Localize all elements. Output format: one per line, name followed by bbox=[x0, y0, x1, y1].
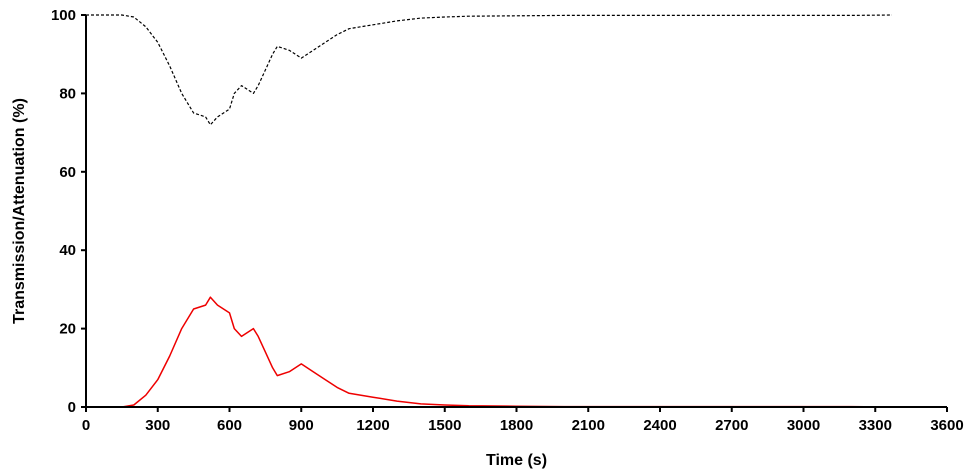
x-axis-title: Time (s) bbox=[486, 452, 547, 469]
y-tick-label: 100 bbox=[51, 7, 76, 24]
y-ticks: 0 20 40 60 80 100 bbox=[51, 7, 86, 416]
series-line-2 bbox=[86, 296, 893, 408]
x-tick-label: 2400 bbox=[643, 417, 676, 434]
x-tick-label: 3600 bbox=[930, 417, 963, 434]
series-line-1 bbox=[86, 14, 893, 126]
x-tick-label: 600 bbox=[217, 417, 242, 434]
y-tick-label: 40 bbox=[59, 242, 76, 259]
axes bbox=[85, 15, 947, 408]
y-tick-label: 60 bbox=[59, 164, 76, 181]
x-ticks: 0 300 600 900 1200 1500 1800 2100 2400 2700 3000 33… bbox=[82, 407, 964, 434]
x-tick-label: 3300 bbox=[859, 417, 892, 434]
y-tick-label: 20 bbox=[59, 321, 76, 338]
x-tick-label: 3000 bbox=[787, 417, 820, 434]
y-tick-label: 0 bbox=[68, 399, 76, 416]
x-tick-label: 300 bbox=[145, 417, 170, 434]
x-tick-label: 1500 bbox=[428, 417, 461, 434]
x-tick-label: 2700 bbox=[715, 417, 748, 434]
y-tick-label: 80 bbox=[59, 85, 76, 102]
x-tick-label: 2100 bbox=[572, 417, 605, 434]
x-tick-label: 1800 bbox=[500, 417, 533, 434]
y-axis-title: Transmission/Attenuation (%) bbox=[11, 98, 28, 324]
x-tick-label: 900 bbox=[289, 417, 314, 434]
x-tick-label: 0 bbox=[82, 417, 90, 434]
plot-area bbox=[86, 14, 893, 408]
x-tick-label: 1200 bbox=[356, 417, 389, 434]
